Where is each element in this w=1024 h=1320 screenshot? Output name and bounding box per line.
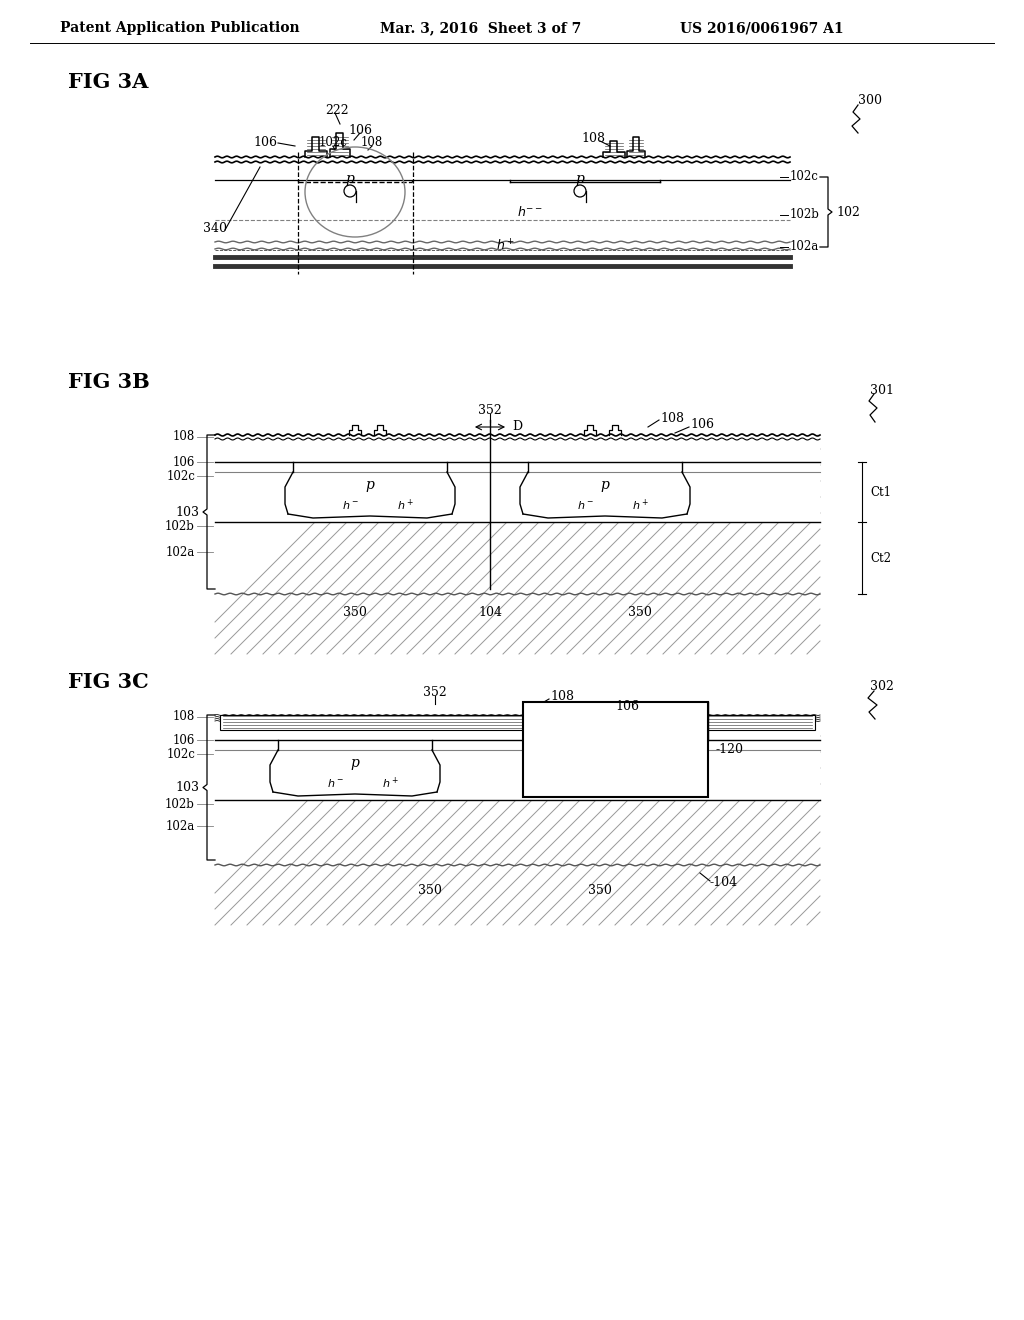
Text: $h^+$: $h^+$ — [382, 775, 398, 791]
Text: 352: 352 — [478, 404, 502, 417]
Text: 102c: 102c — [318, 136, 347, 149]
Text: 108: 108 — [660, 412, 684, 425]
Bar — [523, 702, 708, 797]
Text: 106: 106 — [690, 418, 714, 432]
Text: 102c: 102c — [166, 747, 195, 760]
Text: 106: 106 — [348, 124, 372, 136]
Text: 106: 106 — [615, 701, 639, 714]
Text: Ct2: Ct2 — [870, 552, 891, 565]
Text: p: p — [345, 172, 354, 186]
Text: $h^+$: $h^+$ — [396, 498, 414, 512]
Text: 350: 350 — [588, 883, 612, 896]
Text: $h^+$: $h^+$ — [632, 498, 648, 512]
Text: -104: -104 — [710, 876, 738, 890]
Text: FIG 3B: FIG 3B — [68, 372, 150, 392]
Text: 106: 106 — [173, 734, 195, 747]
Text: 350: 350 — [343, 606, 367, 619]
Bar — [215, 715, 820, 800]
Text: FIG 3A: FIG 3A — [68, 73, 148, 92]
Text: p: p — [366, 478, 375, 492]
Text: 340: 340 — [203, 222, 227, 235]
Text: 102: 102 — [836, 206, 860, 219]
Text: 103: 103 — [175, 781, 199, 795]
Text: 102a: 102a — [166, 820, 195, 833]
Text: 106: 106 — [173, 455, 195, 469]
Text: 350: 350 — [418, 883, 442, 896]
Text: Patent Application Publication: Patent Application Publication — [60, 21, 300, 36]
Text: FIG 3C: FIG 3C — [68, 672, 148, 692]
Text: 300: 300 — [858, 94, 882, 107]
Text: 222: 222 — [325, 103, 348, 116]
Text: Mar. 3, 2016  Sheet 3 of 7: Mar. 3, 2016 Sheet 3 of 7 — [380, 21, 582, 36]
Text: $h^-$: $h^-$ — [327, 777, 343, 789]
Text: 102c: 102c — [166, 470, 195, 483]
Text: 102b: 102b — [165, 797, 195, 810]
Text: 102b: 102b — [165, 520, 195, 532]
Text: 102b: 102b — [790, 209, 820, 222]
Text: 108: 108 — [173, 430, 195, 444]
Text: 108: 108 — [581, 132, 605, 144]
Text: 302: 302 — [870, 681, 894, 693]
Text: 106: 106 — [253, 136, 278, 149]
Text: -120: -120 — [716, 743, 744, 756]
Text: 103: 103 — [175, 506, 199, 519]
Text: p: p — [600, 478, 609, 492]
Text: Ct1: Ct1 — [870, 486, 891, 499]
Text: 108: 108 — [550, 690, 574, 704]
Text: US 2016/0061967 A1: US 2016/0061967 A1 — [680, 21, 844, 36]
Text: 108: 108 — [360, 136, 383, 149]
Bar — [220, 715, 815, 730]
Text: 301: 301 — [870, 384, 894, 396]
Text: 102c: 102c — [790, 170, 819, 183]
Text: 104: 104 — [478, 606, 502, 619]
Text: $h^-$: $h^-$ — [342, 499, 358, 511]
Text: $h^+$: $h^+$ — [496, 239, 514, 253]
Text: $h^{--}$: $h^{--}$ — [517, 205, 543, 219]
Text: 102a: 102a — [790, 240, 819, 253]
Text: 352: 352 — [423, 685, 446, 698]
Text: p: p — [575, 172, 585, 186]
Text: p: p — [350, 756, 359, 770]
Bar — [215, 436, 820, 521]
Text: $h^-$: $h^-$ — [577, 499, 594, 511]
Text: 108: 108 — [173, 710, 195, 723]
Text: D: D — [512, 421, 522, 433]
Text: 102a: 102a — [166, 545, 195, 558]
Text: 350: 350 — [628, 606, 652, 619]
